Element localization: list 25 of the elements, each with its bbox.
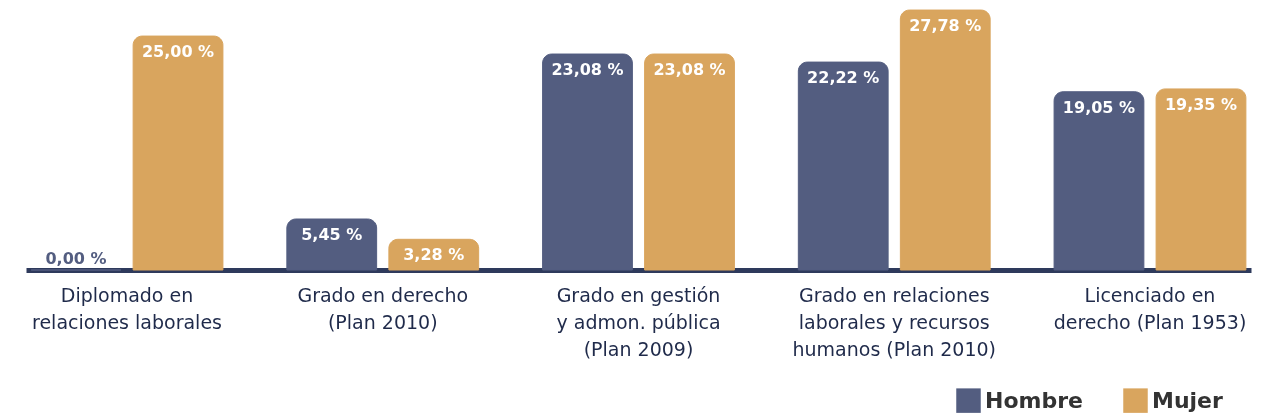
x-tick-label: Grado en gestión y admon. pública (Plan 2009) (556, 283, 721, 360)
bar (286, 218, 378, 271)
bar (1053, 91, 1145, 271)
bar (132, 35, 224, 271)
x-tick-label: Grado en derecho (Plan 2010) (297, 283, 469, 333)
bar (542, 53, 633, 271)
data-label: 27,78 % (909, 16, 982, 36)
bar (797, 61, 889, 271)
x-tick-label: Grado en relaciones laborales y recursos humanos (Plan 2010) (792, 283, 996, 360)
x-tick-label: Licenciado en derecho (Plan 1953) (1053, 283, 1247, 333)
bar (899, 9, 991, 271)
bar (1155, 88, 1247, 271)
legend-label: Hombre (985, 387, 1083, 413)
data-label: 5,45 % (301, 225, 363, 244)
data-label: 19,05 % (1062, 97, 1136, 117)
legend-label: Mujer (1152, 387, 1224, 413)
data-label: 3,28 % (403, 245, 465, 265)
data-label: 23,08 % (551, 60, 624, 80)
bar (644, 53, 735, 271)
data-label: 23,08 % (653, 60, 726, 80)
data-label: 22,22 % (807, 68, 880, 88)
x-tick-label: Diplomado en relaciones laborales (32, 283, 222, 333)
data-label: 0,00 % (45, 249, 107, 268)
data-label: 25,00 % (141, 42, 215, 62)
data-label: 19,35 % (1164, 94, 1238, 114)
